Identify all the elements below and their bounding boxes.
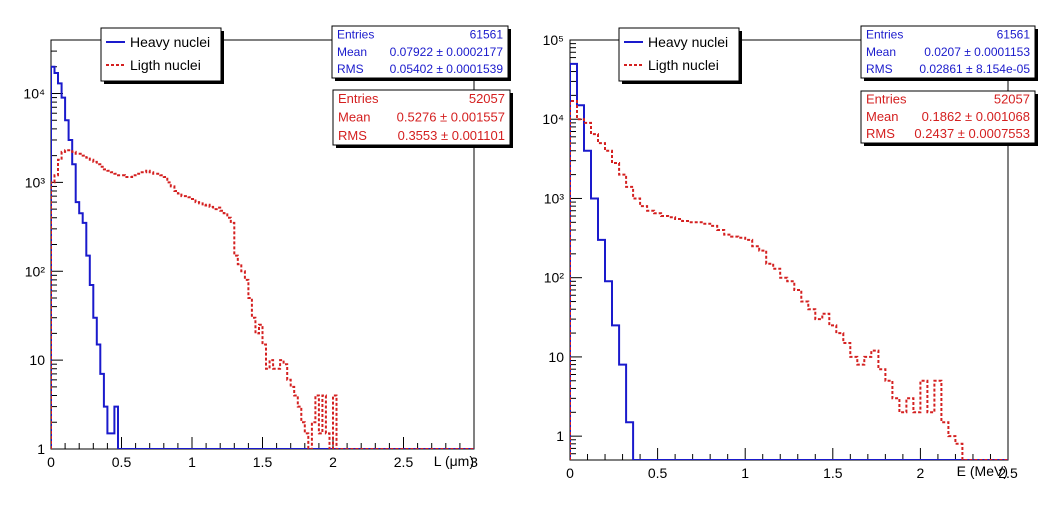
x-tick-label: 0.5 [648,465,668,481]
x-axis-label: L (μm) [434,453,474,469]
x-tick-label: 1 [188,454,196,470]
y-tick-label: 1 [37,441,45,457]
histogram-heavy-nuclei [51,65,474,449]
y-tick-label: 10² [25,263,46,279]
y-tick-label: 1 [556,428,564,444]
histogram-ligth-nuclei [570,100,1008,460]
y-tick-label: 10³ [25,174,46,190]
stats-value: 52057 [469,91,505,106]
stats-label: Mean [866,45,896,59]
y-tick-label: 10 [548,349,564,365]
stats-box: Entries 52057 Mean 0.5276 ± 0.001557 RMS 0.35… [332,89,513,148]
histogram-heavy-nuclei [570,62,1008,460]
stats-frame [860,90,1036,144]
stats-value: 0.07922 ± 0.0002177 [390,45,504,59]
legend-label: Heavy nuclei [648,34,728,50]
legend-box [100,27,222,82]
legend-label: Heavy nuclei [130,34,210,50]
stats-box: Entries 61561 Mean 0.07922 ± 0.0002177 RMS 0.… [331,25,511,81]
legend-label: Ligth nuclei [130,57,201,73]
stats-label: RMS [866,62,893,76]
stats-box: Entries 52057 Mean 0.1862 ± 0.001068 RMS 0.24… [860,90,1038,146]
x-tick-label: 0 [566,465,574,481]
stats-value: 0.02861 ± 8.154e-05 [919,62,1030,76]
stats-label: Mean [866,109,899,124]
chart-panel-energy: 0 0.5 1 1.5 2 2.5 1 10 10² 10³ 10⁴ 10⁵ E (MeV) Heavy … [542,25,1038,481]
stats-label: RMS [337,62,364,76]
x-axis-label: E (MeV) [957,463,1008,479]
legend: Heavy nuclei Ligth nuclei [618,27,742,84]
x-tick-label: 1.5 [823,465,843,481]
legend-box [618,27,740,82]
x-tick-label: 3 [470,454,478,470]
x-tick-label: 1 [741,465,749,481]
x-tick-label: 1.5 [253,454,273,470]
stats-value: 0.5276 ± 0.001557 [397,110,505,125]
stats-value: 0.05402 ± 0.0001539 [390,62,504,76]
stats-label: Mean [337,45,367,59]
legend: Heavy nuclei Ligth nuclei [100,27,224,84]
stats-frame [332,89,511,146]
stats-label: RMS [338,128,367,143]
x-tick-label: 2.5 [998,465,1018,481]
x-tick-label: 0.5 [112,454,132,470]
stats-label: RMS [866,126,895,141]
stats-frame [331,25,509,79]
stats-value: 0.3553 ± 0.001101 [398,128,505,143]
histogram-ligth-nuclei [51,149,474,449]
stats-box: Entries 61561 Mean 0.0207 ± 0.0001153 RMS 0.0… [860,25,1038,81]
stats-label: Entries [866,91,907,106]
legend-label: Ligth nuclei [648,57,719,73]
stats-label: Entries [866,27,903,41]
stats-value: 61561 [470,27,504,41]
x-tick-label: 0 [47,454,55,470]
stats-value: 0.0207 ± 0.0001153 [924,45,1030,59]
y-tick-label: 10⁵ [543,32,564,48]
y-tick-label: 10² [544,270,565,286]
stats-frame [860,25,1036,79]
stats-value: 0.1862 ± 0.001068 [922,109,1030,124]
stats-label: Entries [337,27,374,41]
chart-panel-length: 0 0.5 1 1.5 2 2.5 3 1 10 10² 10³ 10⁴ L (μm) Heavy nuc… [23,25,513,470]
x-tick-label: 2.5 [394,454,414,470]
y-tick-label: 10 [29,352,45,368]
y-tick-label: 10³ [544,190,565,206]
x-tick-label: 2 [329,454,337,470]
y-tick-label: 10⁴ [542,111,564,127]
stats-label: Entries [338,91,379,106]
stats-label: Mean [338,110,371,125]
x-tick-label: 2 [917,465,925,481]
stats-value: 61561 [997,27,1031,41]
y-tick-label: 10⁴ [23,86,45,102]
stats-value: 0.2437 ± 0.0007553 [914,126,1030,141]
stats-value: 52057 [994,91,1030,106]
